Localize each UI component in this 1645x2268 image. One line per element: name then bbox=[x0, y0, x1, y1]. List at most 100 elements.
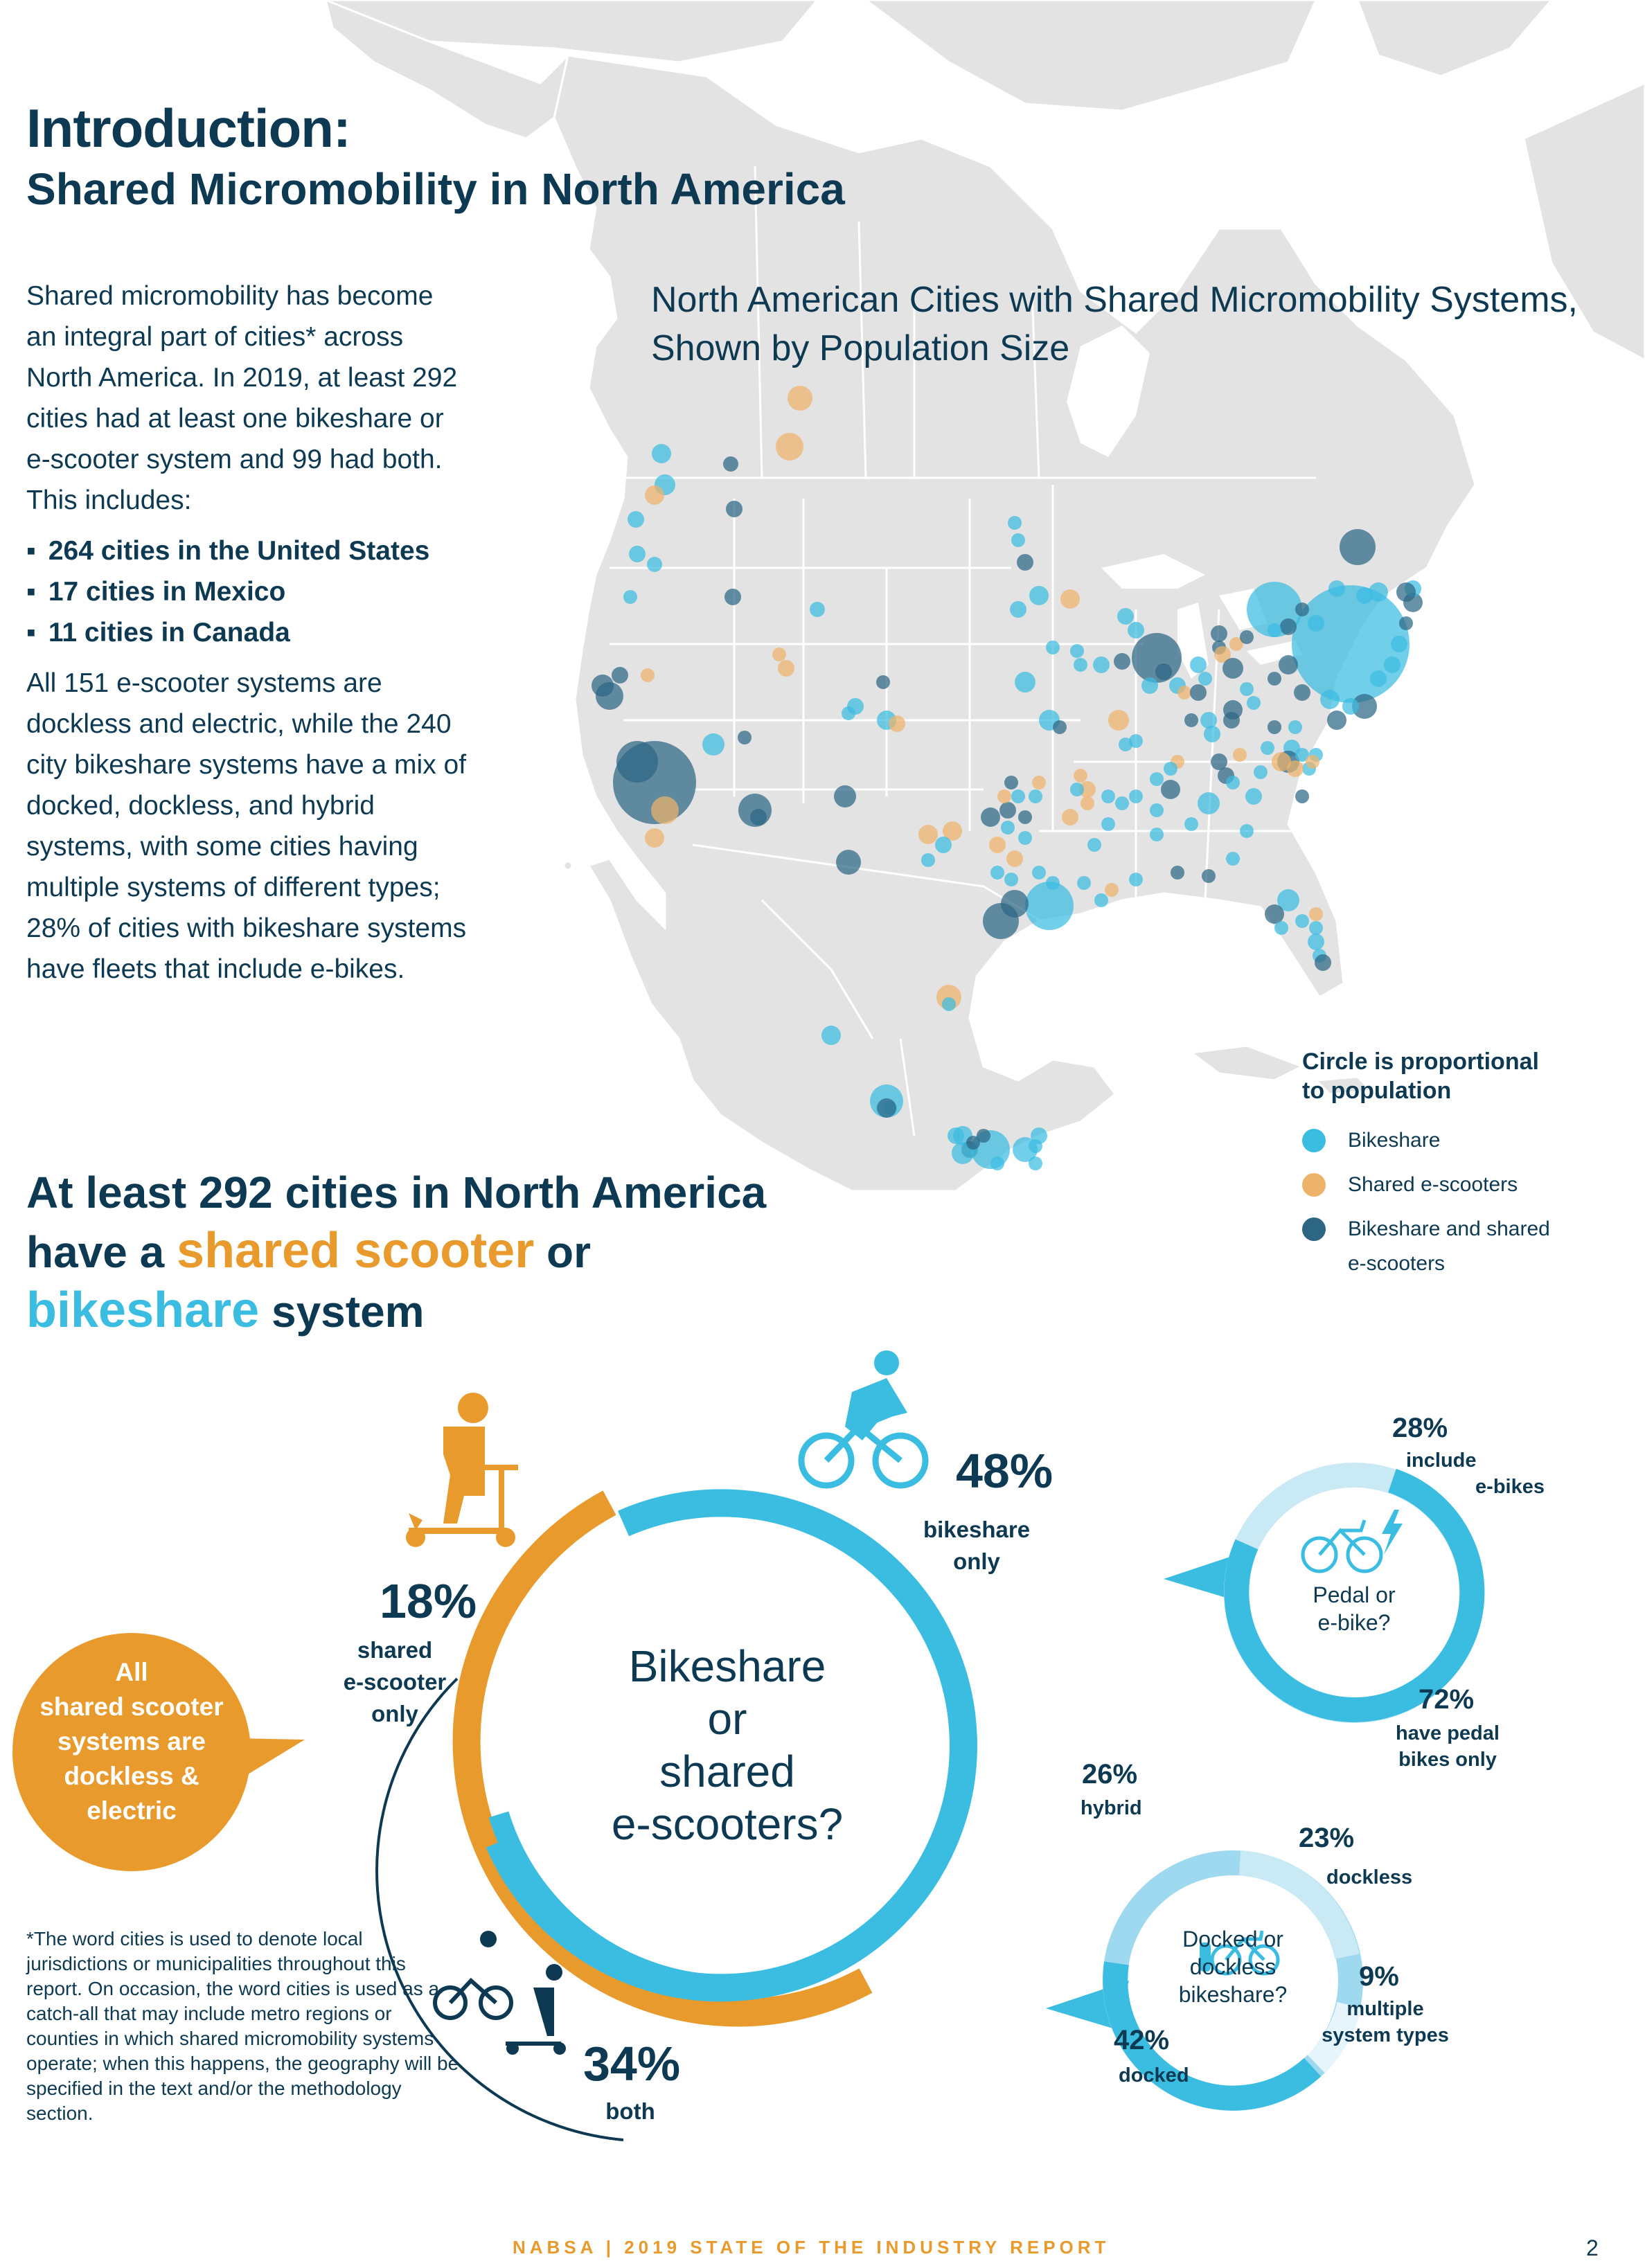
city-circle bbox=[1032, 866, 1046, 879]
city-circle bbox=[1001, 821, 1015, 834]
city-circle bbox=[1247, 696, 1261, 710]
city-circle bbox=[645, 485, 664, 505]
legend-label: Shared e-scooters bbox=[1348, 1173, 1518, 1196]
center-line-3: shared bbox=[659, 1747, 795, 1796]
city-circle bbox=[1340, 529, 1376, 565]
legend-title-line-1: Circle is proportional bbox=[1302, 1048, 1539, 1075]
map-legend: Circle is proportional to population Bik… bbox=[1302, 1047, 1593, 1291]
docked-segment-docked bbox=[1103, 1961, 1322, 2111]
page-subtitle: Shared Micromobility in North America bbox=[26, 164, 845, 214]
city-circle bbox=[1070, 783, 1084, 796]
city-circle bbox=[1190, 684, 1207, 701]
city-circle bbox=[1200, 712, 1217, 729]
city-circle bbox=[1240, 630, 1254, 644]
city-circle bbox=[1327, 711, 1346, 730]
page-title: Introduction: bbox=[26, 98, 351, 159]
page-number: 2 bbox=[1586, 2235, 1599, 2260]
city-circle bbox=[1046, 641, 1060, 654]
donut-center-question: Bikeshare or shared e-scooters? bbox=[568, 1640, 887, 1850]
city-circle bbox=[842, 706, 855, 720]
city-circle bbox=[1328, 580, 1345, 597]
city-circle bbox=[1129, 873, 1143, 886]
city-circle bbox=[1287, 760, 1304, 777]
city-circle bbox=[1128, 622, 1144, 639]
lightning-icon bbox=[1382, 1510, 1403, 1555]
both-dot-icon bbox=[1302, 1217, 1326, 1241]
headline-line-2: have a shared scooter or bbox=[26, 1223, 592, 1278]
city-circle bbox=[1150, 803, 1164, 817]
city-circle bbox=[1161, 780, 1180, 799]
both-pct: 34% bbox=[583, 2037, 681, 2091]
city-circle bbox=[877, 1098, 896, 1118]
city-circle bbox=[1184, 817, 1198, 831]
city-circle bbox=[1004, 873, 1018, 886]
city-circle bbox=[1272, 752, 1291, 771]
city-circle bbox=[596, 682, 623, 710]
city-circle bbox=[810, 602, 825, 617]
city-circle bbox=[943, 821, 962, 841]
city-circle bbox=[1011, 533, 1025, 547]
city-circle bbox=[1295, 789, 1309, 803]
city-circle bbox=[1198, 672, 1212, 686]
city-circle bbox=[821, 1026, 841, 1045]
map-title-line-2: Shown by Population Size bbox=[651, 328, 1070, 368]
ebike-question: Pedal or e-bike? bbox=[1313, 1582, 1396, 1635]
center-line-1: Bikeshare bbox=[628, 1641, 826, 1691]
city-circle bbox=[1288, 720, 1302, 734]
city-circle bbox=[1108, 710, 1129, 731]
city-circle bbox=[948, 1127, 964, 1144]
ebike-include-pct: 28% bbox=[1392, 1413, 1448, 1443]
dock-icon bbox=[1200, 1943, 1211, 1972]
city-circle bbox=[1268, 672, 1281, 686]
intro-paragraph-2: All 151 e-scooter systems are dockless a… bbox=[26, 668, 467, 984]
city-circle bbox=[1268, 720, 1281, 734]
city-circle bbox=[1274, 921, 1288, 935]
intro-paragraph-1: Shared micromobility has become an integ… bbox=[26, 281, 458, 474]
city-circle bbox=[1171, 866, 1184, 879]
city-circle bbox=[1141, 677, 1158, 694]
city-circle bbox=[1309, 921, 1323, 935]
scooter-only-label: shared e-scooter only bbox=[343, 1637, 447, 1726]
footnote: *The word cities is used to denote local… bbox=[26, 1928, 459, 2124]
dockless-label: dockless bbox=[1326, 1866, 1413, 1888]
city-circle bbox=[1370, 670, 1387, 687]
city-circle bbox=[1184, 713, 1198, 727]
bullet-mexico: 17 cities in Mexico bbox=[26, 571, 470, 612]
bullet-canada: 11 cities in Canada bbox=[26, 612, 470, 653]
city-circle bbox=[1032, 776, 1046, 789]
city-circle bbox=[651, 796, 679, 824]
city-circle bbox=[1018, 810, 1032, 824]
bullet-united-states: 264 cities in the United States bbox=[26, 530, 470, 571]
city-circle bbox=[778, 660, 794, 677]
city-circle bbox=[997, 789, 1011, 803]
intro-includes-label: This includes: bbox=[26, 485, 192, 515]
city-circle bbox=[1074, 769, 1087, 783]
city-circle bbox=[1198, 792, 1220, 814]
city-circle bbox=[1070, 644, 1084, 658]
city-circle bbox=[723, 456, 738, 472]
hybrid-pct: 26% bbox=[1082, 1759, 1138, 1789]
city-circle bbox=[1129, 789, 1143, 803]
legend-title: Circle is proportional to population bbox=[1302, 1047, 1593, 1105]
city-circle bbox=[977, 1129, 990, 1143]
north-america-map bbox=[324, 0, 1645, 1191]
city-circle bbox=[990, 1157, 1004, 1170]
center-line-4: e-scooters? bbox=[611, 1799, 844, 1849]
city-circle bbox=[981, 807, 1000, 827]
city-circle bbox=[750, 809, 767, 825]
city-circle bbox=[1384, 657, 1401, 673]
city-circle bbox=[1295, 748, 1309, 762]
city-circle bbox=[836, 850, 861, 875]
legend-item-bikeshare: Bikeshare bbox=[1302, 1123, 1593, 1158]
both-bracket-line bbox=[375, 1677, 624, 2141]
city-circle bbox=[1315, 954, 1331, 971]
city-circle bbox=[1029, 586, 1049, 605]
city-circle bbox=[1004, 776, 1018, 789]
city-circle bbox=[1006, 850, 1023, 867]
city-circle bbox=[1101, 817, 1115, 831]
city-circle bbox=[702, 733, 724, 756]
city-circle bbox=[1025, 882, 1074, 930]
docked-pct: 42% bbox=[1114, 2025, 1170, 2055]
both-label: both bbox=[605, 2098, 655, 2124]
city-circle bbox=[738, 731, 752, 744]
